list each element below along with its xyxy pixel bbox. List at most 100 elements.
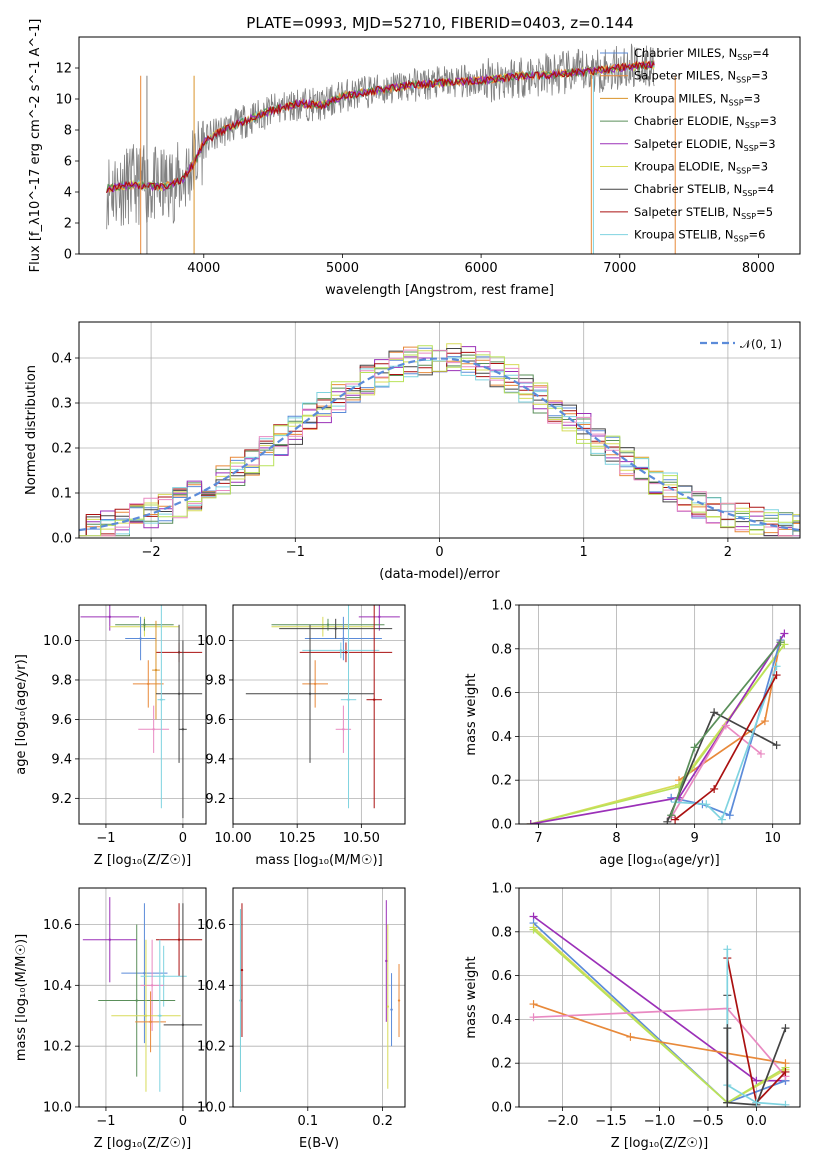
panel-residuals: −2 −1 0 1 2 0.0 0.1 0.2 0.3 0.4 (data-model)/error… [24,321,801,582]
weight-marker [626,1032,635,1041]
weight-marker [776,638,785,647]
weight-marker [752,1076,761,1085]
point-marker [308,692,312,695]
weight-marker [780,629,789,638]
x-tick-label: 2 [724,545,732,560]
plot-area-mass-vs-z [82,897,203,1107]
y-tick-label: 10.2 [197,1040,226,1055]
y-tick-label: 0.2 [491,774,512,789]
plot-area-spectrum [106,43,676,254]
y-tick-label: 10.6 [43,918,72,933]
x-tick-label: 1 [580,545,588,560]
plot-area-mass-vs-ebv [239,900,401,1092]
x-axis-label: wavelength [Angstrom, rest frame] [325,283,554,298]
plot-area-weight-vs-age [526,629,789,824]
panel-spectrum: 4000 5000 6000 7000 8000 0 2 4 6 8 10 12 wavelength … [28,19,801,298]
y-tick-label: 9.4 [205,752,226,767]
data-point [240,903,244,1038]
legend: 𝒩(0, 1) [700,337,782,351]
legend-value: =3 [751,160,768,174]
legend-subscript: SSP [736,76,751,85]
y-tick-label: 9.6 [205,713,226,728]
weight-marker [667,811,676,820]
y-tick-label: 9.8 [51,673,72,688]
point-marker [386,1005,389,1008]
model-spectrum-salpeter_elodie [106,60,655,194]
weight-marker [690,743,699,752]
weight-marker [772,741,781,750]
legend-value: =3 [760,114,777,128]
weight-marker [723,1024,732,1033]
y-tick-label: 0.4 [51,352,72,367]
weight-marker [760,717,769,726]
y-tick-label: 0.3 [51,397,72,412]
legend-value: =3 [759,137,776,151]
x-tick-label: −1 [96,831,115,846]
y-tick-label: 0.0 [491,1101,512,1116]
data-point [111,939,181,1092]
point-marker [342,728,345,731]
panel-mass-vs-z: −1 0 10.0 10.2 10.4 10.6 Z [log₁₀(Z/Z☉)] mass [… [14,887,207,1151]
point-marker [342,637,345,640]
point-marker [390,1008,393,1011]
point-marker [372,698,376,701]
legend-entry: Salpeter MILES, NSSP=3 [634,69,768,85]
data-point [304,616,382,661]
point-marker [177,938,181,941]
legend-entry: Kroupa ELODIE, NSSP=3 [634,160,768,176]
x-tick-label: 9 [690,831,698,846]
point-marker [339,649,343,652]
data-point [135,991,166,1053]
point-marker [150,984,154,987]
axes-frame [78,36,801,255]
x-tick-label: 8000 [742,261,775,276]
y-tick-label: 10.4 [197,979,226,994]
panel-mass-vs-ebv: 0.1 0.2 10.0 10.2 10.4 10.6 E(B-V) [197,887,406,1151]
weight-marker [781,1059,790,1068]
x-axis-label: Z [log₁₀(Z/Z☉)] [611,1136,708,1151]
y-tick-label: 0.8 [491,925,512,940]
data-point [163,903,203,1107]
point-marker [378,615,381,619]
point-marker [313,682,317,686]
legend-entry: Salpeter STELIB, NSSP=5 [634,205,773,221]
legend-subscript: SSP [734,235,749,244]
x-tick-label: 0.0 [746,1114,767,1129]
y-tick-label: 2 [64,217,72,232]
ticks-residuals: −2 −1 0 1 2 0.0 0.1 0.2 0.3 0.4 [51,352,732,561]
legend-entry: Kroupa STELIB, NSSP=6 [634,228,765,244]
y-tick-label: 0.4 [491,1013,512,1028]
legend-subscript: SSP [741,212,756,221]
x-tick-label: 0 [435,545,443,560]
x-axis-label: Z [log₁₀(Z/Z☉)] [94,1136,191,1151]
y-tick-label: 10.6 [197,918,226,933]
legend-subscript: SSP [745,121,760,130]
point-marker [321,625,325,628]
y-axis-label: mass [log₁₀(M/M☉)] [14,934,29,1061]
legend-entry: Salpeter ELODIE, NSSP=3 [634,137,776,153]
data-point [239,909,242,1092]
legend-value: =4 [752,46,769,60]
y-tick-label: 10.0 [43,634,72,649]
y-axis-label: Normed distribution [24,365,39,495]
legend-entry: 𝒩(0, 1) [740,337,782,351]
legend-subscript: SSP [729,98,744,107]
y-tick-label: 6 [64,155,72,170]
point-marker [240,968,244,972]
panels: 4000 5000 6000 7000 8000024681012wavelength … [14,19,801,1151]
y-tick-label: 0.0 [491,818,512,833]
legend-value: =4 [757,182,774,196]
y-tick-label: 1.0 [491,599,512,614]
histogram-pink [79,349,800,537]
weight-marker [663,817,672,824]
axes-frame [78,604,207,825]
weight-marker [667,793,676,802]
weight-marker [752,1098,761,1107]
data-point [271,616,375,637]
y-tick-label: 10.0 [43,1101,72,1116]
point-marker [162,975,165,978]
x-tick-label: −2 [142,545,161,560]
axes-frame [78,321,801,539]
point-marker [143,623,146,626]
